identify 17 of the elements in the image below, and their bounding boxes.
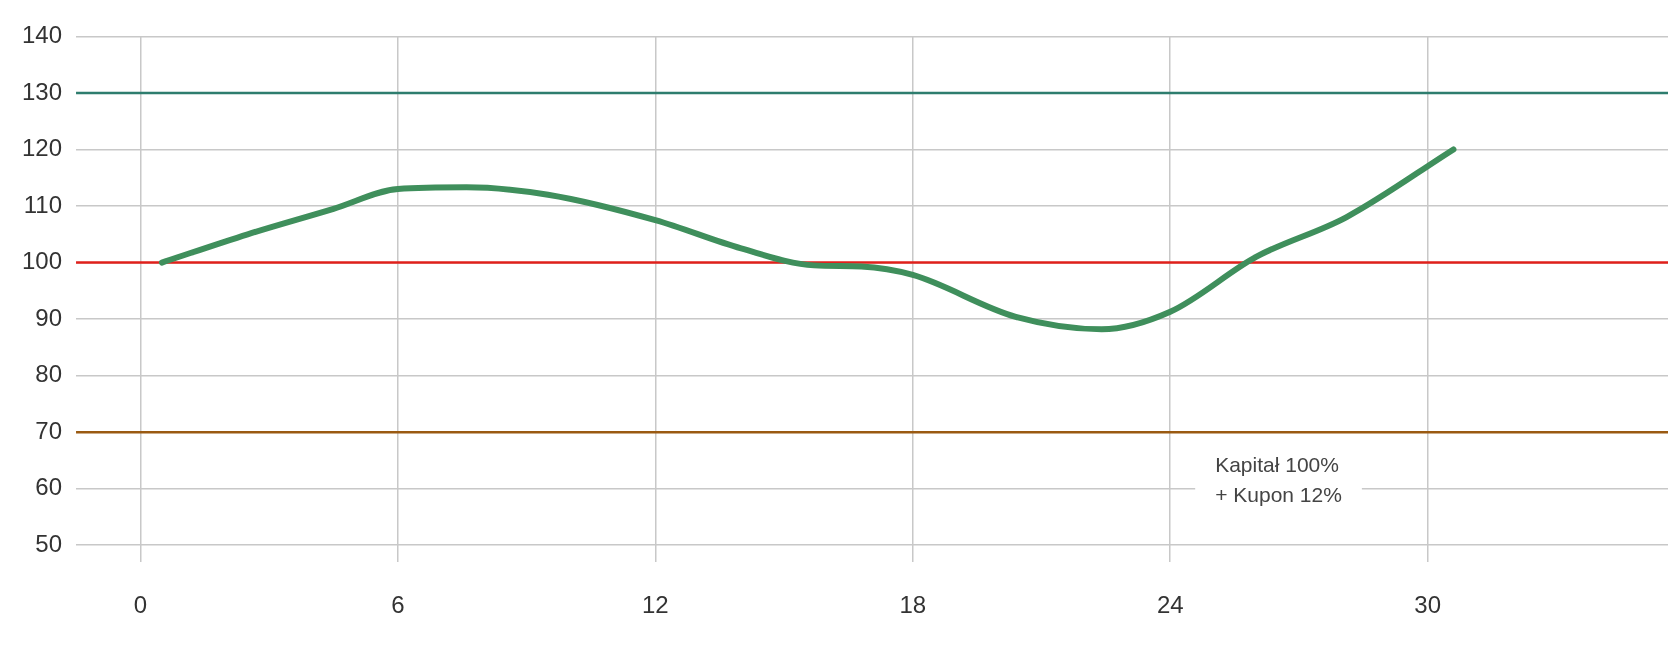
y-tick-label: 100 bbox=[22, 247, 63, 275]
x-tick-label: 24 bbox=[1156, 591, 1184, 619]
y-tick-label: 130 bbox=[22, 77, 63, 105]
annotation: Kapitał 100% + Kupon 12% bbox=[1215, 453, 1342, 507]
x-tick-label: 18 bbox=[899, 591, 927, 619]
x-tick-label: 0 bbox=[133, 591, 148, 619]
x-tick-label: 30 bbox=[1414, 591, 1442, 619]
y-tick-label: 80 bbox=[35, 360, 63, 388]
y-tick-label: 140 bbox=[22, 21, 63, 49]
y-tick-label: 60 bbox=[35, 473, 63, 501]
y-tick-label: 110 bbox=[23, 190, 63, 218]
y-tick-label: 90 bbox=[35, 303, 63, 331]
x-tick-label: 6 bbox=[391, 591, 405, 619]
x-tick-label: 12 bbox=[641, 591, 669, 619]
y-tick-label: 70 bbox=[35, 416, 63, 444]
y-tick-label: 120 bbox=[22, 134, 63, 162]
y-tick-label: 50 bbox=[35, 529, 63, 557]
